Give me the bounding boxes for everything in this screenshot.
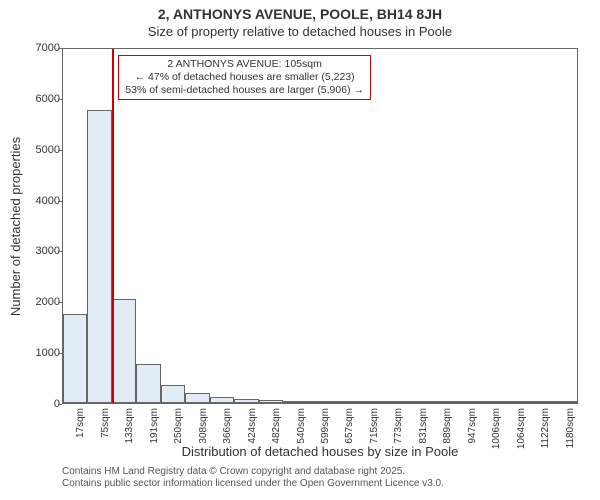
y-tick-label: 6000 [20,93,60,105]
annotation-box: 2 ANTHONYS AVENUE: 105sqm ← 47% of detac… [118,55,371,100]
histogram-bar [406,401,430,403]
y-tick-mark [58,404,62,405]
title-line2: Size of property relative to detached ho… [0,24,600,39]
y-tick-label: 2000 [20,296,60,308]
x-tick-label: 1180sqm [565,408,576,468]
histogram-bar [112,299,136,403]
x-tick-label: 75sqm [100,408,111,468]
histogram-bar [136,364,160,403]
histogram-bar [479,401,503,403]
y-tick-label: 1000 [20,347,60,359]
x-tick-label: 308sqm [198,408,209,468]
y-tick-mark [58,150,62,151]
y-tick-label: 7000 [20,42,60,54]
y-tick-mark [58,99,62,100]
x-tick-label: 773sqm [393,408,404,468]
x-tick-label: 366sqm [222,408,233,468]
histogram-bar [528,401,552,403]
y-tick-mark [58,353,62,354]
histogram-bar [332,401,356,403]
histogram-bar [430,401,454,403]
annotation-line: 2 ANTHONYS AVENUE: 105sqm [125,58,364,71]
y-tick-label: 4000 [20,195,60,207]
histogram-bar [185,393,209,403]
histogram-bar [357,401,381,403]
histogram-bar [161,385,185,403]
y-tick-label: 5000 [20,144,60,156]
x-tick-label: 715sqm [369,408,380,468]
x-tick-label: 133sqm [124,408,135,468]
histogram-bar [308,401,332,403]
x-tick-label: 657sqm [344,408,355,468]
histogram-bar [234,399,258,403]
highlight-line [112,49,114,403]
histogram-bar [87,110,111,403]
annotation-line: 53% of semi-detached houses are larger (… [125,84,364,97]
y-tick-mark [58,251,62,252]
x-tick-label: 191sqm [149,408,160,468]
x-tick-label: 1006sqm [491,408,502,468]
annotation-line: ← 47% of detached houses are smaller (5,… [125,71,364,84]
x-tick-label: 540sqm [296,408,307,468]
footer: Contains HM Land Registry data © Crown c… [62,466,578,490]
figure: 2, ANTHONYS AVENUE, POOLE, BH14 8JH Size… [0,0,600,500]
histogram-bar [553,401,577,403]
histogram-bar [210,397,234,403]
x-tick-label: 482sqm [271,408,282,468]
y-tick-label: 3000 [20,245,60,257]
histogram-bar [381,401,405,403]
histogram-bar [455,401,479,403]
y-tick-mark [58,302,62,303]
y-tick-mark [58,201,62,202]
footer-line: Contains public sector information licen… [62,478,578,490]
y-tick-label: 0 [20,398,60,410]
y-axis-label: Number of detached properties [9,136,24,315]
x-tick-label: 947sqm [467,408,478,468]
x-tick-label: 17sqm [75,408,86,468]
plot-area: 2 ANTHONYS AVENUE: 105sqm ← 47% of detac… [62,48,578,404]
x-tick-label: 250sqm [173,408,184,468]
x-tick-label: 889sqm [442,408,453,468]
title-line1: 2, ANTHONYS AVENUE, POOLE, BH14 8JH [0,6,600,22]
histogram-bar [504,401,528,403]
x-tick-label: 1122sqm [540,408,551,468]
histogram-bar [63,314,87,404]
x-tick-label: 424sqm [247,408,258,468]
x-tick-label: 1064sqm [516,408,527,468]
x-tick-label: 599sqm [320,408,331,468]
histogram-bar [259,400,283,403]
histogram-bar [283,401,307,403]
x-tick-label: 831sqm [418,408,429,468]
y-tick-mark [58,48,62,49]
